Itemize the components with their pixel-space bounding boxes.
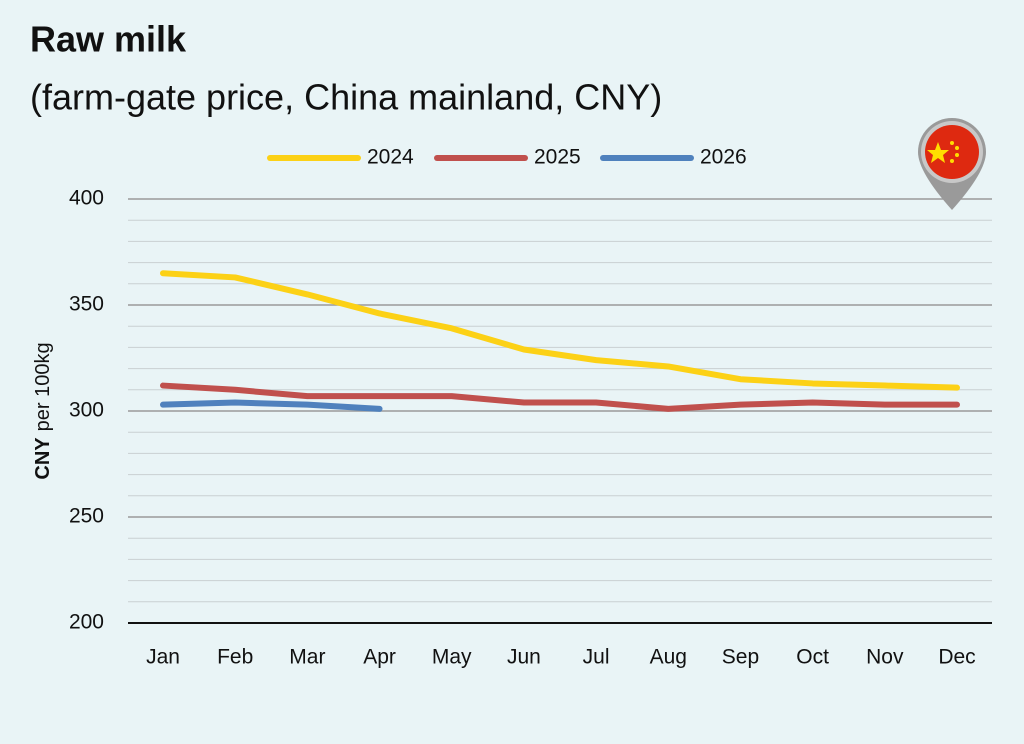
series-line (160, 382, 960, 412)
y-tick-label: 350 (69, 293, 104, 316)
chart-title: Raw milk (30, 19, 187, 60)
series-line (160, 399, 383, 412)
y-axis-text: per 100kg (32, 342, 54, 431)
y-tick-label: 200 (69, 611, 104, 634)
x-tick-label: Apr (363, 646, 396, 669)
y-tick-label: 300 (69, 399, 104, 422)
series-line (160, 270, 960, 391)
flag-pin (918, 118, 986, 210)
x-tick-label: May (432, 646, 472, 669)
x-tick-label: Feb (217, 646, 253, 669)
y-tick-label: 400 (69, 187, 104, 210)
x-tick-label: Oct (796, 646, 829, 669)
x-tick-label: Jun (507, 646, 541, 669)
legend-label: 2025 (534, 146, 581, 169)
legend-label: 2026 (700, 146, 747, 169)
y-axis-unit: CNY (32, 437, 54, 480)
x-tick-label: Sep (722, 646, 759, 669)
legend-label: 2024 (367, 146, 414, 169)
x-tick-label: Jan (146, 646, 180, 669)
y-axis-label: CNY per 100kg (32, 342, 54, 479)
x-tick-label: Nov (866, 646, 904, 669)
x-tick-label: Dec (938, 646, 975, 669)
x-tick-label: Jul (583, 646, 610, 669)
chart-subtitle: (farm-gate price, China mainland, CNY) (30, 77, 662, 118)
x-tick-label: Aug (650, 646, 687, 669)
x-tick-label: Mar (289, 646, 325, 669)
y-tick-label: 250 (69, 505, 104, 528)
